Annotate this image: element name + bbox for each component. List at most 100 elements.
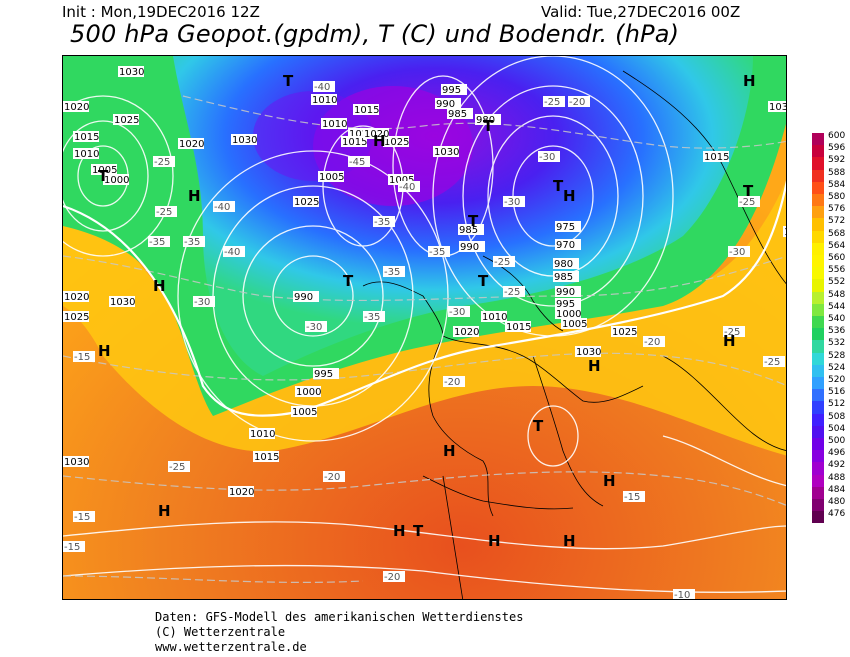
- pressure-label-bg: [341, 136, 367, 147]
- legend-swatch: [812, 157, 824, 170]
- temperature-label-bg: [428, 246, 450, 257]
- temperature-label-bg: [623, 491, 645, 502]
- pressure-label: 1020: [364, 129, 389, 140]
- temperature-label-bg: [155, 206, 177, 217]
- temperature-label-bg: [73, 511, 95, 522]
- pressure-label: 1030: [64, 457, 89, 468]
- temperature-label-bg: [448, 306, 470, 317]
- temperature-label-bg: [728, 246, 750, 257]
- pressure-label-bg: [505, 321, 531, 332]
- temperature-label: -35: [184, 237, 200, 248]
- pressure-label: 980: [476, 115, 495, 126]
- pressure-label: 1025: [64, 312, 89, 323]
- temperature-label-bg: [493, 256, 515, 267]
- pressure-label: 1005: [562, 319, 587, 330]
- legend-value: 520: [828, 375, 846, 385]
- legend-swatch: [812, 450, 824, 463]
- pressure-label-bg: [63, 291, 89, 302]
- pressure-label: 1000: [296, 387, 321, 398]
- temperature-label: -25: [156, 207, 172, 218]
- temperature-label: -30: [504, 197, 520, 208]
- pressure-label-bg: [293, 291, 319, 302]
- legend-value: 564: [828, 240, 846, 251]
- legend-swatch: [812, 181, 824, 194]
- pressure-label: 1025: [294, 197, 319, 208]
- pressure-label-bg: [113, 114, 139, 125]
- legend-value: 516: [828, 387, 846, 398]
- temperature-label: -30: [306, 322, 322, 333]
- pressure-label-bg: [291, 406, 317, 417]
- pressure-labels: 1030102010151010100510251020101010151020…: [63, 66, 786, 498]
- pressure-label-bg: [103, 174, 129, 185]
- temperature-label-bg: [503, 286, 525, 297]
- temperature-label: -25: [169, 462, 185, 473]
- pressure-label: 990: [436, 99, 455, 110]
- legend-value: 492: [828, 460, 846, 471]
- pressure-label: 1015: [342, 137, 367, 148]
- legend-swatch: [812, 413, 824, 426]
- pressure-label-bg: [293, 196, 319, 207]
- temperature-label: -10: [674, 590, 690, 600]
- pressure-label-bg: [363, 128, 389, 139]
- pressure-label: 990: [294, 292, 313, 303]
- pressure-label: 1015: [704, 152, 729, 163]
- legend-swatch: [812, 486, 824, 499]
- pressure-label: 1015: [506, 322, 531, 333]
- temperature-label: -25: [739, 197, 755, 208]
- valid-time: Valid: Tue,27DEC2016 00Z: [541, 3, 741, 21]
- legend-swatch: [812, 352, 824, 365]
- pressure-label-bg: [555, 221, 581, 232]
- pressure-label-bg: [321, 118, 347, 129]
- temperature-label: -20: [384, 572, 400, 583]
- temperature-label: -25: [544, 97, 560, 108]
- map-title: 500 hPa Geopot.(gpdm), T (C) und Bodendr…: [70, 20, 680, 48]
- pressure-label: 1000: [104, 175, 129, 186]
- pressure-label: 1005: [292, 407, 317, 418]
- high-pressure-center: H: [393, 522, 406, 540]
- pressure-label: 1020: [349, 129, 374, 140]
- temperature-label-bg: [348, 156, 370, 167]
- temperature-label-bg: [73, 351, 95, 362]
- pressure-label: 1020: [179, 139, 204, 150]
- temperature-label-bg: [153, 156, 175, 167]
- pressure-label-bg: [63, 101, 89, 112]
- pressure-label-bg: [311, 94, 337, 105]
- legend-value: 568: [828, 228, 846, 239]
- pressure-label: 980: [554, 259, 573, 270]
- temperature-label-bg: [383, 571, 405, 582]
- pressure-label: 985: [448, 109, 467, 120]
- temperature-label-bg: [443, 376, 465, 387]
- low-pressure-center: T: [553, 177, 564, 195]
- pressure-label-bg: [553, 271, 579, 282]
- high-pressure-center: H: [563, 532, 576, 550]
- pressure-label: 1025: [114, 115, 139, 126]
- footer: Daten: GFS-Modell des amerikanischen Wet…: [155, 610, 523, 655]
- legend-value: 540: [828, 314, 846, 324]
- legend-swatch: [812, 255, 824, 268]
- legend-value: 600: [828, 131, 846, 141]
- temperature-label-bg: [373, 216, 395, 227]
- pressure-label-bg: [703, 151, 729, 162]
- footer-data-source: Daten: GFS-Modell des amerikanischen Wet…: [155, 610, 524, 624]
- temperature-label: -40: [399, 182, 415, 193]
- temperature-label-bg: [193, 296, 215, 307]
- low-pressure-center: T: [413, 522, 424, 540]
- pressure-label: 1030: [119, 67, 144, 78]
- temperature-label-bg: [363, 311, 385, 322]
- pressure-label: 990: [556, 287, 575, 298]
- temperature-label: -15: [74, 512, 90, 523]
- high-pressure-center: H: [588, 357, 601, 375]
- coastlines: [362, 70, 786, 599]
- temperature-label-bg: [568, 96, 590, 107]
- init-time: Init : Mon,19DEC2016 12Z: [62, 3, 260, 21]
- low-pressure-center: T: [98, 167, 109, 185]
- pressure-label: 1005: [319, 172, 344, 183]
- legend-value: 592: [828, 155, 846, 166]
- pressure-label: 1010: [482, 312, 507, 323]
- legend-swatch: [812, 316, 824, 329]
- temperature-label: -15: [624, 492, 640, 503]
- legend-swatch: [812, 279, 824, 292]
- pressure-label: 1025: [612, 327, 637, 338]
- temperature-label: -20: [444, 377, 460, 388]
- pressure-label: 1030: [232, 135, 257, 146]
